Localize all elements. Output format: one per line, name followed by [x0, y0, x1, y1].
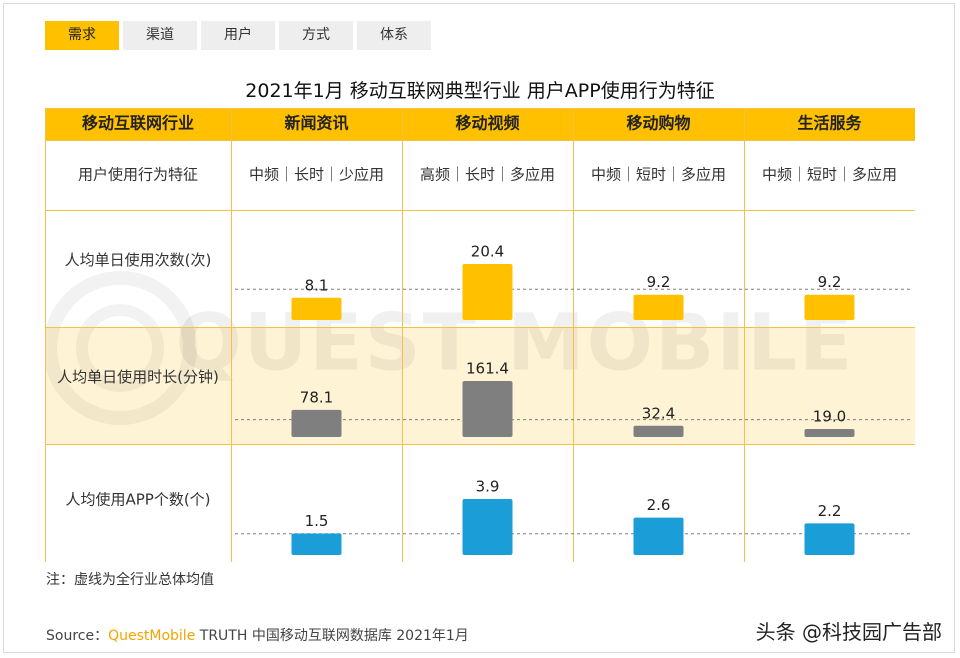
outer-frame: [3, 3, 955, 653]
bar: [633, 294, 684, 320]
source-text: TRUTH 中国移动互联网数据库 2021年1月: [195, 628, 469, 644]
data-label: 3.9: [476, 478, 500, 496]
behavior-cell: 高频｜长时｜多应用: [420, 166, 555, 184]
tab-method[interactable]: 方式: [279, 21, 353, 50]
bar: [462, 499, 513, 555]
behavior-cell: 中频｜长时｜少应用: [249, 166, 384, 184]
data-label: 161.4: [466, 360, 509, 378]
metric-label: 人均单日使用时长(分钟): [57, 368, 219, 386]
bar: [291, 297, 342, 320]
bar: [633, 425, 684, 437]
metric-label: 人均使用APP个数(个): [65, 491, 210, 509]
industry-header: 新闻资讯: [284, 114, 348, 133]
bar: [291, 409, 342, 437]
data-label: 78.1: [300, 388, 333, 406]
source-brand: QuestMobile: [108, 628, 196, 644]
footnote: 注：虚线为全行业总体均值: [46, 572, 214, 588]
watermark-logo-ring: [45, 271, 197, 425]
data-label: 1.5: [305, 512, 329, 530]
data-label: 32.4: [642, 404, 675, 422]
credit-watermark: 头条 @科技园广告部: [755, 620, 942, 644]
metric-label: 人均单日使用次数(次): [65, 251, 212, 269]
bar: [462, 264, 513, 320]
industry-header: 生活服务: [797, 114, 862, 133]
bar: [633, 517, 684, 555]
data-label: 8.1: [305, 276, 329, 294]
chart-title: 2021年1月 移动互联网典型行业 用户APP使用行为特征: [245, 80, 715, 102]
industry-header: 移动视频: [455, 114, 519, 133]
behavior-label: 用户使用行为特征: [78, 166, 198, 184]
watermark-logo-inner: [76, 304, 164, 392]
data-label: 9.2: [647, 273, 671, 291]
behavior-cell: 中频｜短时｜多应用: [762, 166, 897, 184]
industry-header: 移动购物: [626, 114, 690, 133]
header-row-bg: [45, 108, 915, 140]
source-prefix: Source：: [46, 628, 109, 644]
data-label: 2.2: [818, 502, 842, 520]
tab-users[interactable]: 用户: [201, 21, 275, 50]
bar: [804, 294, 855, 320]
data-label: 9.2: [818, 273, 842, 291]
bar: [291, 533, 342, 555]
header-label: 移动互联网行业: [82, 114, 194, 133]
watermark-text: QUEST MOBILE: [176, 298, 855, 388]
source-line: Source：QuestMobile TRUTH 中国移动互联网数据库 2021…: [46, 625, 469, 645]
behavior-cell: 中频｜短时｜多应用: [591, 166, 726, 184]
tab-channel[interactable]: 渠道: [123, 21, 197, 50]
data-label: 2.6: [647, 496, 671, 514]
bar: [462, 381, 513, 437]
bar: [804, 429, 855, 437]
data-label: 19.0: [813, 408, 846, 426]
tab-demand[interactable]: 需求: [45, 21, 119, 50]
behavior-table-chart: QUEST MOBILE 移动互联网行业 新闻资讯 移动视频 移动购物 生活服务用户使用行…: [45, 108, 915, 562]
data-label: 20.4: [471, 243, 504, 261]
tab-system[interactable]: 体系: [357, 21, 431, 50]
bar: [804, 523, 855, 555]
